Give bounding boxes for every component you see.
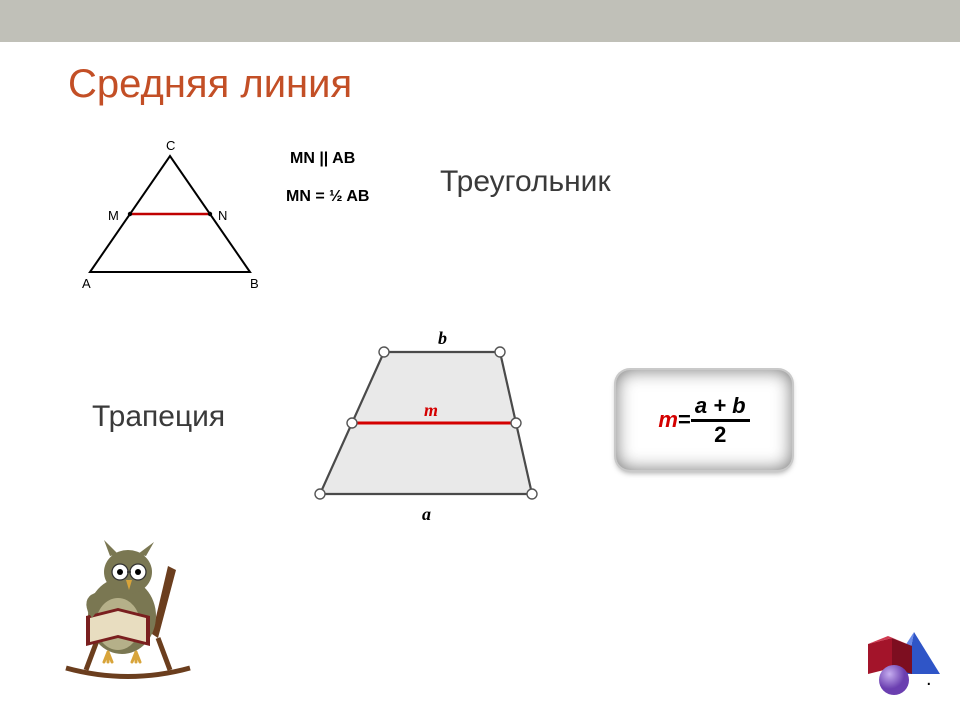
trapezoid-formula-box: m = a + b 2 [616,370,792,470]
triangle-formula-parallel: MN || AB [290,150,355,168]
svg-text:C: C [166,138,175,153]
triangle-formula-half: MN = ½ AB [286,188,369,206]
svg-text:N: N [218,208,227,223]
formula-fraction: a + b 2 [691,395,750,446]
svg-text:b: b [438,328,447,348]
formula-numerator: a + b [691,395,750,422]
trapezoid-label: Трапеция [92,400,225,434]
formula-denominator: 2 [714,422,726,446]
svg-text:A: A [82,276,91,291]
page-title: Средняя линия [68,62,352,107]
owl-reading-icon [58,530,198,680]
formula-var-m: m [658,407,678,433]
svg-text:M: M [108,208,119,223]
triangle-diagram: A B C M N [70,140,270,290]
trapezoid-diagram: b a m [306,330,566,530]
decorative-dot: . [926,668,932,691]
svg-text:m: m [424,400,438,420]
formula-equals: = [678,407,691,433]
svg-text:a: a [422,504,431,524]
header-band [0,0,960,42]
triangle-label: Треугольник [440,165,611,199]
svg-text:B: B [250,276,259,291]
